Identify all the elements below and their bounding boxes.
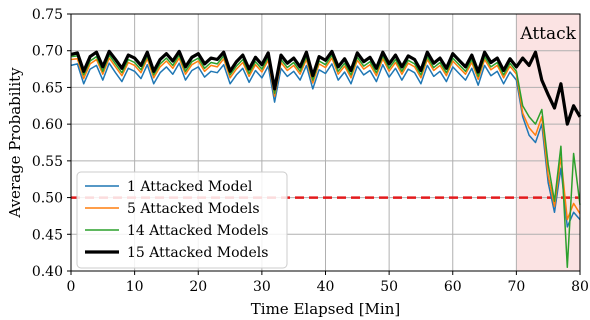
legend-label: 1 Attacked Model	[127, 179, 253, 195]
y-tick-label: 0.65	[32, 80, 63, 96]
axis-ticks: 0 10 20 30 40 50 60 70 80 0.40 0.45 0.50 0.55 0.60 0.6…	[32, 7, 589, 295]
legend-label: 15 Attacked Models	[127, 245, 268, 261]
legend-label: 14 Attacked Models	[127, 223, 268, 239]
x-tick-label: 20	[189, 279, 207, 295]
series-line-3	[70, 54, 581, 269]
series-group	[70, 49, 582, 269]
y-tick-label: 0.50	[32, 191, 63, 207]
y-tick-label: 0.45	[32, 227, 63, 243]
legend-label: 5 Attacked Models	[127, 201, 260, 217]
x-tick-label: 40	[317, 279, 335, 295]
y-tick-label: 0.60	[32, 117, 63, 133]
attack-region	[516, 14, 580, 271]
x-tick-label: 80	[571, 279, 589, 295]
y-tick-label: 0.75	[32, 7, 63, 23]
x-tick-label: 0	[67, 279, 76, 295]
series-line-1	[70, 62, 581, 228]
series-line-4	[70, 49, 582, 126]
x-tick-label: 10	[126, 279, 144, 295]
x-tick-label: 60	[444, 279, 462, 295]
x-tick-label: 50	[380, 279, 398, 295]
y-tick-label: 0.40	[32, 264, 63, 280]
y-tick-label: 0.70	[32, 44, 63, 60]
attack-label: Attack	[519, 24, 576, 44]
series-line-2	[70, 57, 581, 221]
x-axis-label: Time Elapsed [Min]	[251, 300, 400, 318]
y-tick-label: 0.55	[32, 154, 63, 170]
x-tick-label: 70	[507, 279, 525, 295]
y-axis-label: Average Probability	[6, 67, 24, 219]
legend: 1 Attacked Model 5 Attacked Models 14 Atta…	[76, 171, 288, 269]
legend-box	[76, 171, 288, 269]
x-tick-label: 30	[253, 279, 271, 295]
